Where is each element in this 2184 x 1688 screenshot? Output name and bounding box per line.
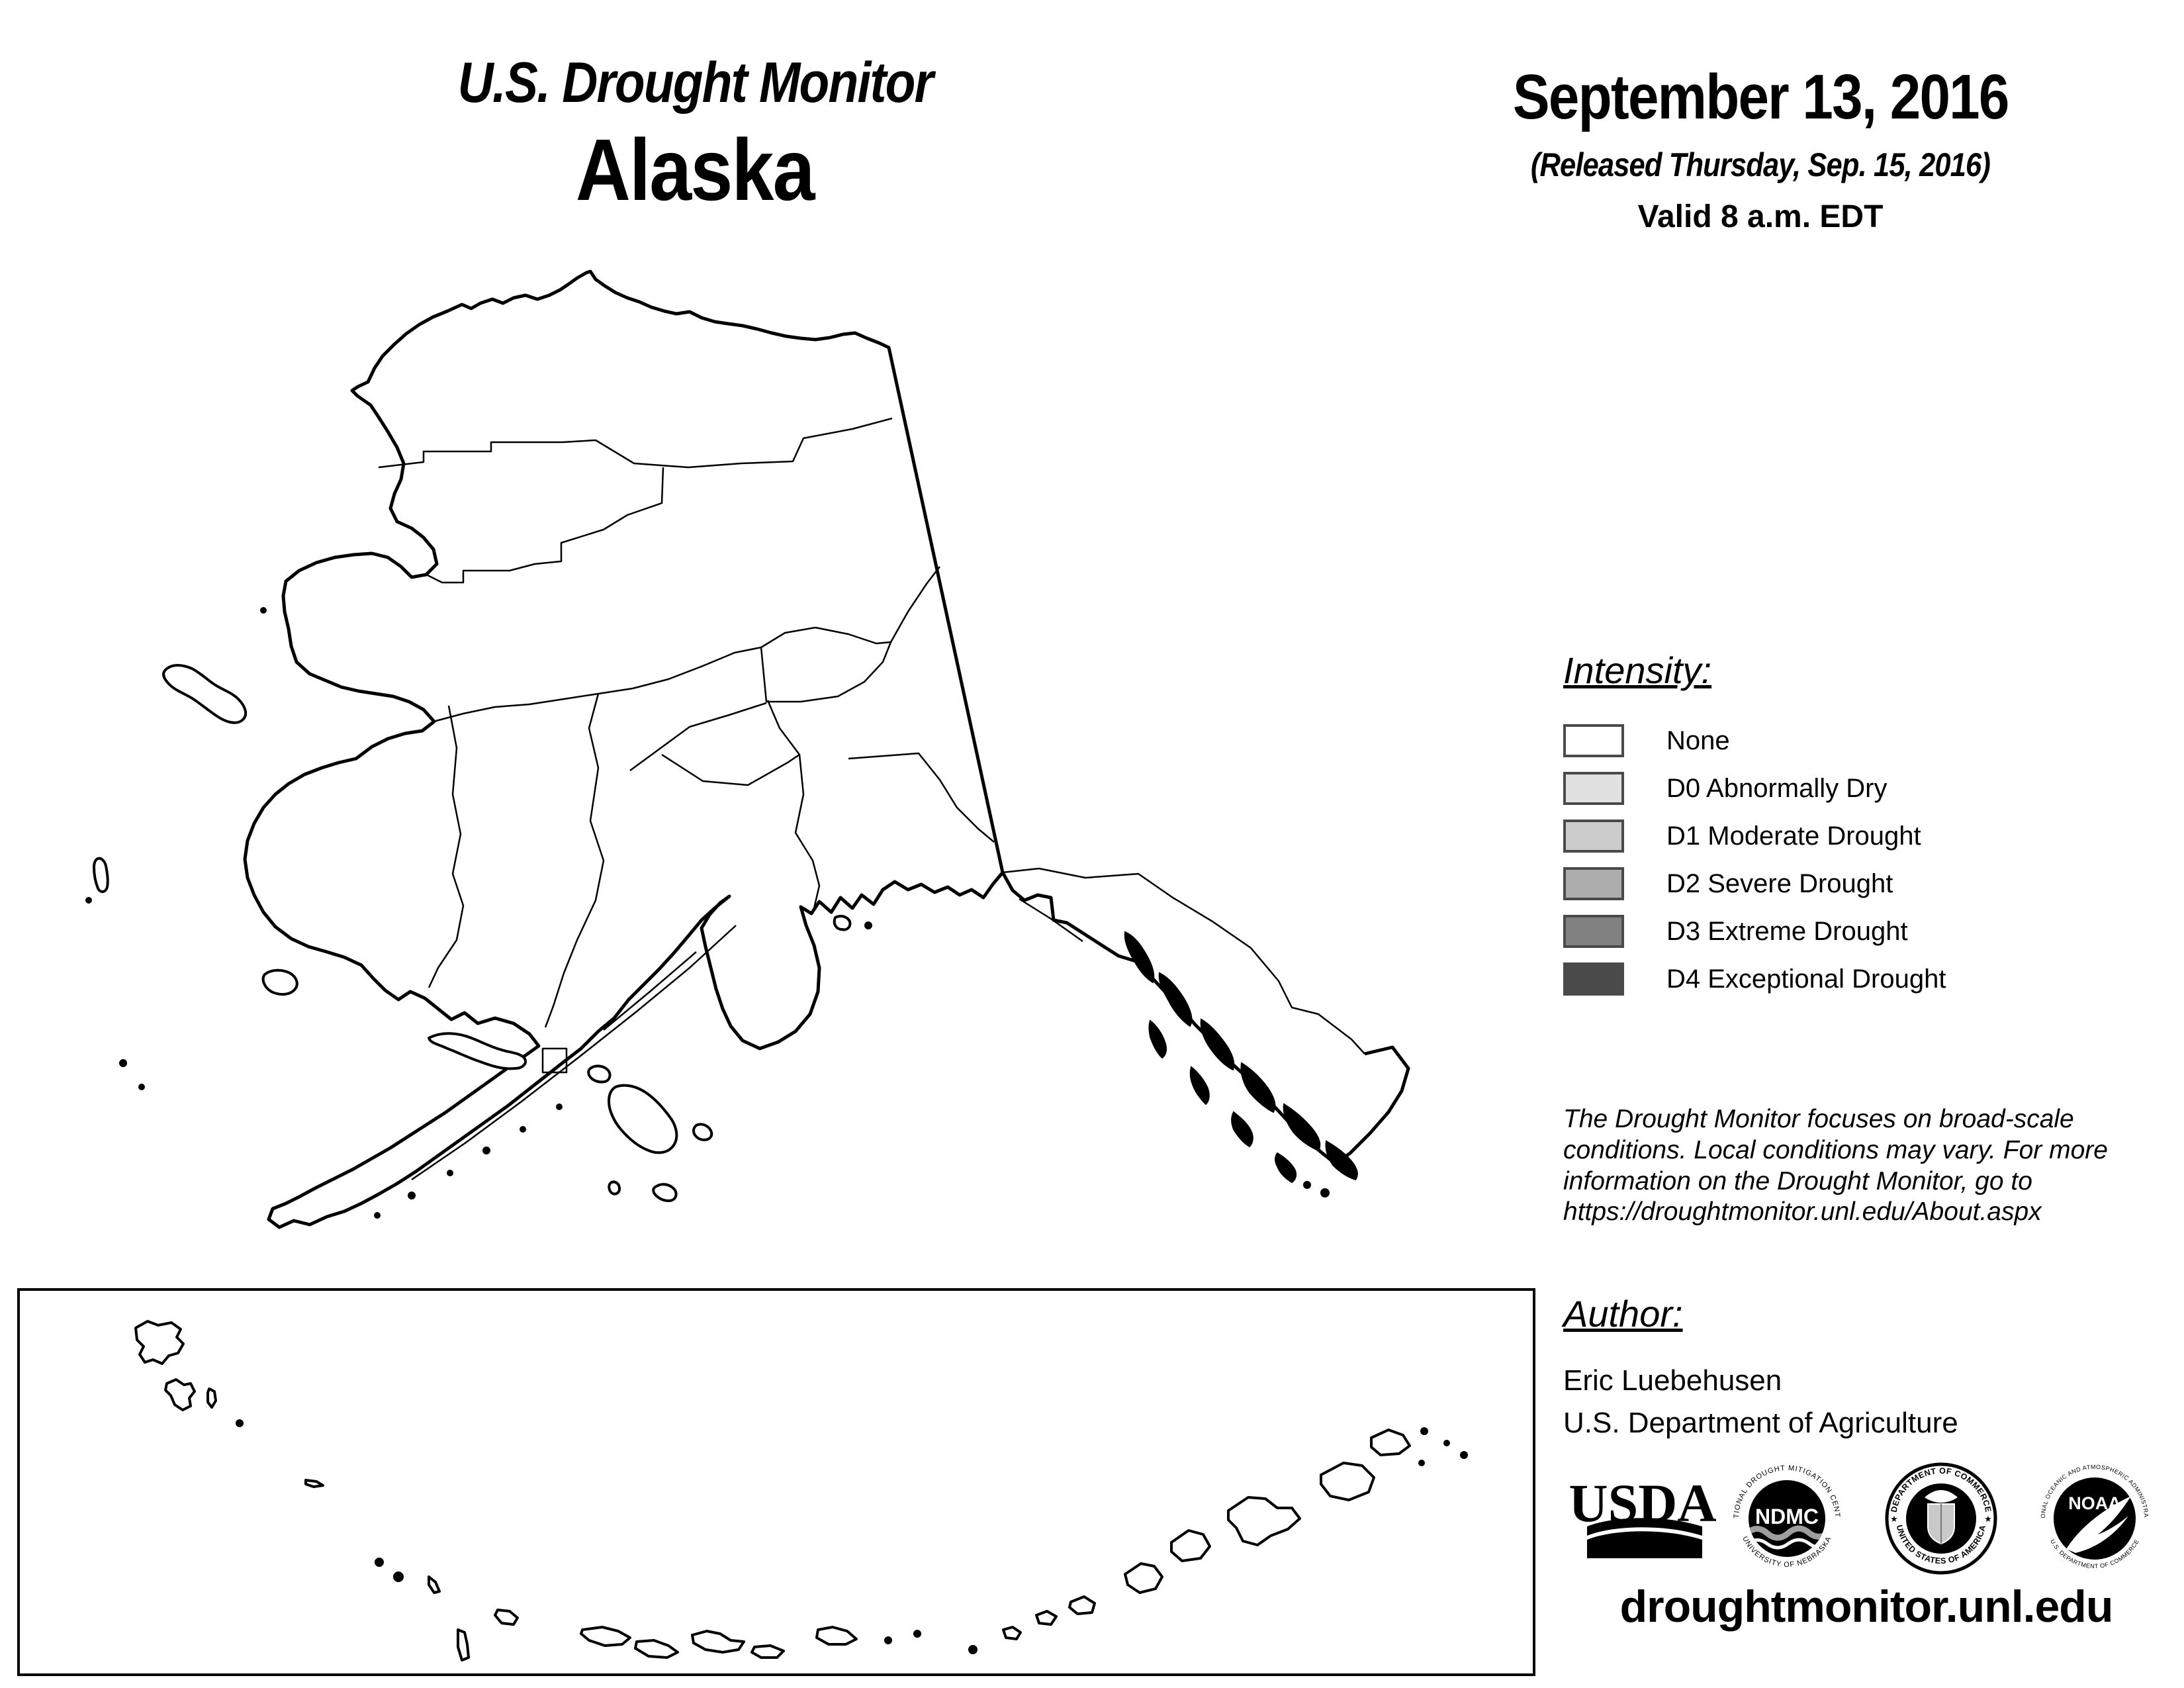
author-organization: U.S. Department of Agriculture	[1563, 1407, 1958, 1439]
offshore-islands	[85, 607, 872, 1219]
legend-label: D1 Moderate Drought	[1666, 821, 1921, 851]
legend-label: D3 Extreme Drought	[1666, 916, 1908, 946]
swatch-d2	[1563, 867, 1624, 900]
legend-row-none: None	[1563, 717, 2159, 765]
st-lawrence-island	[162, 664, 248, 724]
aleutian-inset	[17, 1288, 1535, 1676]
noaa-ring-top-text: NATIONAL OCEANIC AND ATMOSPHERIC ADMINIS…	[0, 0, 2150, 1519]
inset-border	[17, 1288, 1535, 1676]
commerce-seal: DEPARTMENT OF COMMERCE UNITED STATES OF …	[1885, 1462, 1997, 1575]
legend-row-d2: D2 Severe Drought	[1563, 860, 2159, 908]
svg-text:★: ★	[1984, 1514, 1992, 1524]
alexander-archipelago-islands	[1124, 931, 1358, 1197]
svg-text:★: ★	[1890, 1514, 1898, 1524]
map-date: September 13, 2016	[1512, 62, 2009, 132]
alaska-mainland-outline	[243, 269, 1005, 1229]
valid-time: Valid 8 a.m. EDT	[1637, 199, 1884, 234]
legend-label: D2 Severe Drought	[1666, 868, 1893, 898]
svg-text:NATIONAL DROUGHT MITIGATION CE: NATIONAL DROUGHT MITIGATION CENTER	[0, 0, 1841, 1519]
legend-row-d0: D0 Abnormally Dry	[1563, 765, 2159, 812]
legend-label: None	[1666, 726, 1730, 755]
legend-row-d1: D1 Moderate Drought	[1563, 812, 2159, 860]
author-heading: Author:	[1563, 1293, 1683, 1335]
legend-heading: Intensity:	[1563, 649, 1712, 691]
legend: Intensity: None D0 Abnormally Dry D1 Mod…	[1563, 649, 2159, 1003]
ndmc-ring-top-text: NATIONAL DROUGHT MITIGATION CENTER	[0, 0, 1841, 1519]
region-title: Alaska	[576, 121, 815, 218]
legend-label: D0 Abnormally Dry	[1666, 773, 1888, 803]
disclaimer-text: The Drought Monitor focuses on broad-sca…	[1563, 1105, 2108, 1227]
legend-rows: None D0 Abnormally Dry D1 Moderate Droug…	[1563, 717, 2159, 1003]
swatch-d0	[1563, 772, 1624, 805]
svg-text:NATIONAL OCEANIC AND ATMOSPHER: NATIONAL OCEANIC AND ATMOSPHERIC ADMINIS…	[0, 0, 2150, 1519]
swatch-d3	[1563, 915, 1624, 948]
canada-border-panhandle	[1002, 867, 1365, 1055]
author-name: Eric Luebehusen	[1563, 1364, 1782, 1397]
kodiak-island	[608, 1084, 678, 1154]
borough-boundaries	[378, 417, 1083, 1181]
legend-row-d4: D4 Exceptional Drought	[1563, 955, 2159, 1003]
legend-row-d3: D3 Extreme Drought	[1563, 908, 2159, 955]
title-block: U.S. Drought Monitor Alaska	[278, 50, 1112, 220]
st-matthew-island	[93, 857, 109, 893]
nunivak-island	[261, 968, 298, 996]
ndmc-logo-text: NDMC	[1755, 1505, 1819, 1528]
release-date: (Released Thursday, Sep. 15, 2016)	[1530, 146, 1991, 183]
swatch-d4	[1563, 962, 1624, 996]
swatch-d1	[1563, 820, 1624, 853]
legend-label: D4 Exceptional Drought	[1666, 964, 1946, 994]
page-title: U.S. Drought Monitor	[457, 51, 933, 115]
usda-logo: USDA	[1569, 1473, 1717, 1558]
author-block: Author: Eric Luebehusen U.S. Department …	[1563, 1292, 2159, 1440]
swatch-none	[1563, 724, 1624, 757]
ndmc-logo: NATIONAL DROUGHT MITIGATION CENTER UNIVE…	[0, 0, 1841, 1570]
iliamna-lake	[428, 1032, 527, 1070]
noaa-logo: NATIONAL OCEANIC AND ATMOSPHERIC ADMINIS…	[0, 0, 2150, 1570]
panhandle-landmass	[1003, 868, 1408, 1164]
date-block: September 13, 2016 (Released Thursday, S…	[1443, 61, 2078, 235]
website-url: droughtmonitor.unl.edu	[1619, 1581, 2114, 1632]
